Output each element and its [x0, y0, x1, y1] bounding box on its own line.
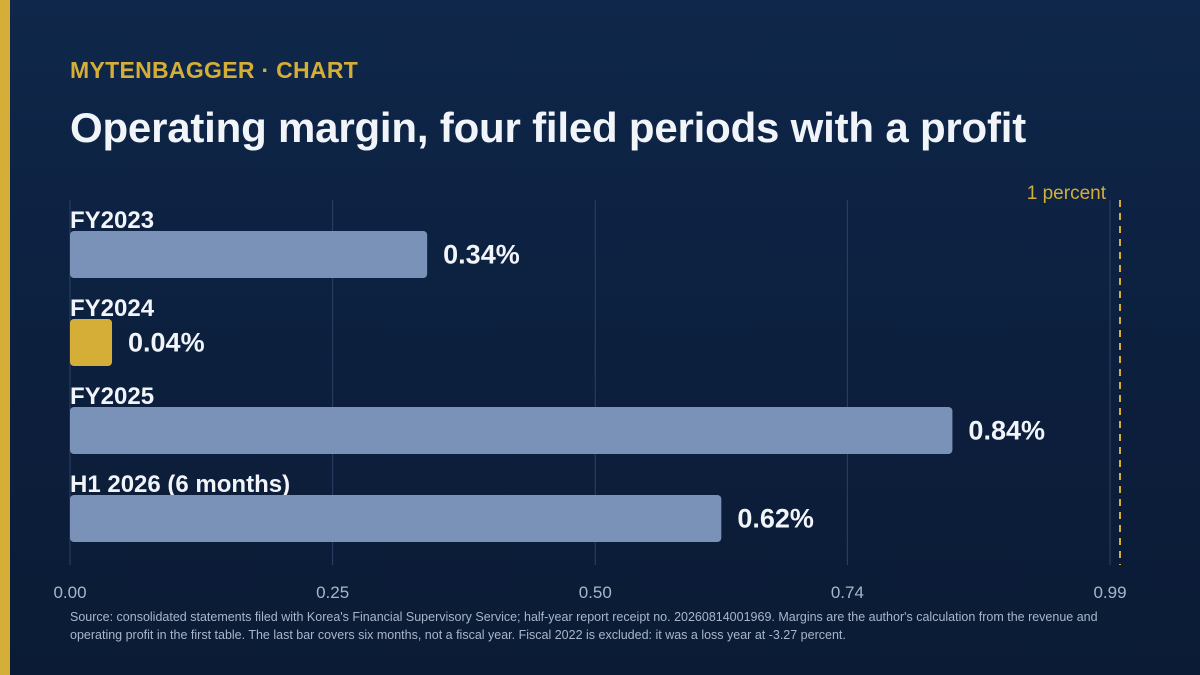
value-label: 0.84%: [968, 416, 1045, 446]
x-tick-label: 0.74: [831, 583, 864, 602]
x-tick-label: 0.50: [579, 583, 612, 602]
bar: [70, 319, 113, 366]
kicker: MYTENBAGGER · CHART: [70, 57, 359, 83]
bar: [70, 495, 722, 542]
category-label: H1 2026 (6 months): [70, 471, 290, 498]
category-label: FY2024: [70, 295, 155, 322]
source-note: Source: consolidated statements filed wi…: [70, 610, 1098, 642]
bar: [70, 407, 953, 454]
page-title: Operating margin, four filed periods wit…: [70, 104, 1027, 151]
value-label: 0.04%: [128, 328, 205, 358]
reference-line-label: 1 percent: [1027, 183, 1107, 204]
x-tick-label: 0.00: [53, 583, 86, 602]
x-tick-label: 0.99: [1093, 583, 1126, 602]
category-label: FY2023: [70, 207, 154, 234]
category-label: FY2025: [70, 383, 154, 410]
bar: [70, 231, 428, 278]
value-label: 0.34%: [443, 240, 520, 270]
value-label: 0.62%: [737, 504, 814, 534]
accent-bar: [0, 0, 10, 675]
x-tick-label: 0.25: [316, 583, 349, 602]
